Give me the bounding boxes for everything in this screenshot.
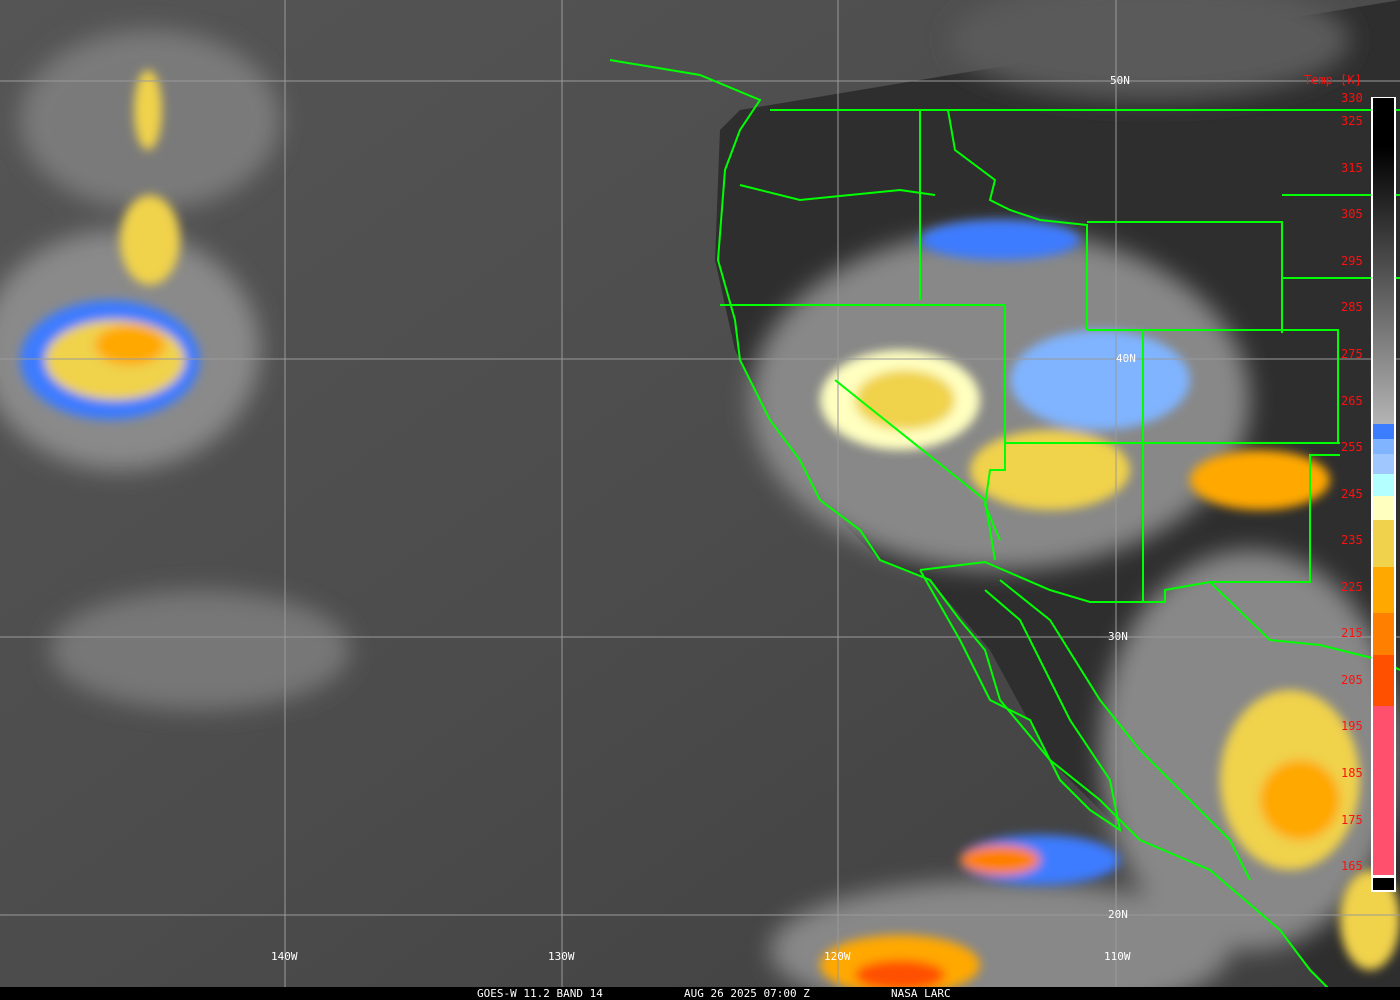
colorbar-tick-label: 215 bbox=[1341, 626, 1363, 641]
lon-label-130w: 130W bbox=[548, 950, 575, 963]
caption-datetime: AUG 26 2025 07:00 Z bbox=[684, 987, 810, 1000]
colorbar-tick-label: 225 bbox=[1341, 579, 1363, 594]
cold-cloud-tops bbox=[20, 70, 1400, 995]
colorbar-tick-label: 325 bbox=[1341, 114, 1363, 129]
caption-credit: NASA LARC bbox=[891, 987, 951, 1000]
lat-label-40n: 40N bbox=[1116, 352, 1136, 365]
colorbar-tick-label: 295 bbox=[1341, 253, 1363, 268]
lat-label-50n: 50N bbox=[1110, 74, 1130, 87]
caption-satellite: GOES-W 11.2 BAND 14 bbox=[477, 987, 603, 1000]
lon-label-140w: 140W bbox=[271, 950, 298, 963]
nv-ut-az bbox=[983, 305, 1340, 541]
colorbar-tick-label: 205 bbox=[1341, 672, 1363, 687]
colorbar-tick-label: 265 bbox=[1341, 393, 1363, 408]
coastlines-and-borders bbox=[609, 59, 1400, 1000]
colorbar-tick-label: 185 bbox=[1341, 765, 1363, 780]
colorbar-title: Temp [K] bbox=[1304, 73, 1362, 87]
baja-peninsula bbox=[919, 569, 1122, 833]
colorbar-tick-label: 285 bbox=[1341, 300, 1363, 315]
colorbar-tick-label: 235 bbox=[1341, 533, 1363, 548]
colorbar-tick-label: 275 bbox=[1341, 347, 1363, 362]
temperature-colorbar bbox=[1371, 97, 1396, 892]
mexico-gulf-coast bbox=[999, 579, 1251, 881]
lon-label-110w: 110W bbox=[1104, 950, 1131, 963]
lat-label-20n: 20N bbox=[1108, 908, 1128, 921]
colorbar-tick-label: 255 bbox=[1341, 440, 1363, 455]
colorbar-tick-label: 315 bbox=[1341, 160, 1363, 175]
colorbar-tick-label: 175 bbox=[1341, 812, 1363, 827]
pacific-coastline bbox=[609, 59, 1341, 1000]
lon-label-120w: 120W bbox=[824, 950, 851, 963]
wa-or-border bbox=[739, 184, 936, 202]
idaho-border bbox=[919, 109, 1088, 330]
colorbar-tick-label: 165 bbox=[1341, 859, 1363, 874]
us-mexico-border bbox=[919, 454, 1340, 603]
lat-label-30n: 30N bbox=[1108, 630, 1128, 643]
colorbar-tick-label: 305 bbox=[1341, 207, 1363, 222]
colorbar-tick-label: 245 bbox=[1341, 486, 1363, 501]
caption-bar: GOES-W 11.2 BAND 14 AUG 26 2025 07:00 Z … bbox=[0, 987, 1400, 1000]
colorbar-tick-label: 195 bbox=[1341, 719, 1363, 734]
ut-co-border bbox=[1087, 329, 1339, 443]
colorbar-tick-label: 330 bbox=[1341, 91, 1363, 105]
